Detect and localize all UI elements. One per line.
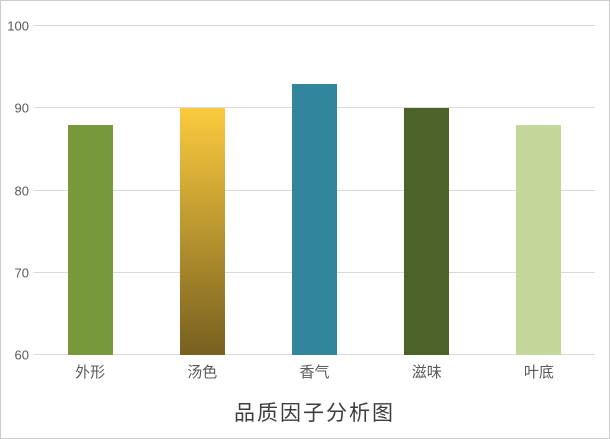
bar-叶底 — [516, 124, 562, 355]
gridline-100 — [34, 25, 595, 26]
bar-滋味 — [404, 108, 450, 355]
y-tick-label-80: 80 — [14, 183, 29, 198]
bar-外形 — [67, 124, 113, 355]
bar-slot-1 — [34, 26, 146, 355]
x-tick-label-叶底: 叶底 — [523, 364, 554, 381]
chart-title: 品质因子分析图 — [234, 401, 395, 425]
y-axis-labels: 60 70 80 90 100 — [1, 20, 29, 362]
y-tick-label-60: 60 — [14, 347, 29, 363]
bar-汤色 — [179, 108, 225, 355]
bar-slot-2 — [146, 26, 258, 355]
x-axis-labels: 外形 汤色 香气 滋味 叶底 — [34, 362, 595, 383]
bar-slot-5 — [483, 26, 595, 355]
plot-area — [34, 25, 595, 355]
bar-slot-4 — [371, 26, 483, 355]
x-tick-label-外形: 外形 — [75, 364, 106, 381]
bar-slot-3 — [258, 26, 370, 355]
bar-香气 — [292, 83, 337, 355]
x-tick-label-汤色: 汤色 — [187, 364, 218, 381]
y-tick-label-100: 100 — [7, 18, 29, 34]
x-tick-label-香气: 香气 — [299, 364, 330, 381]
y-tick-label-90: 90 — [14, 100, 29, 116]
y-tick-label-70: 70 — [14, 265, 29, 281]
bars — [34, 26, 595, 355]
x-tick-label-滋味: 滋味 — [411, 364, 442, 381]
